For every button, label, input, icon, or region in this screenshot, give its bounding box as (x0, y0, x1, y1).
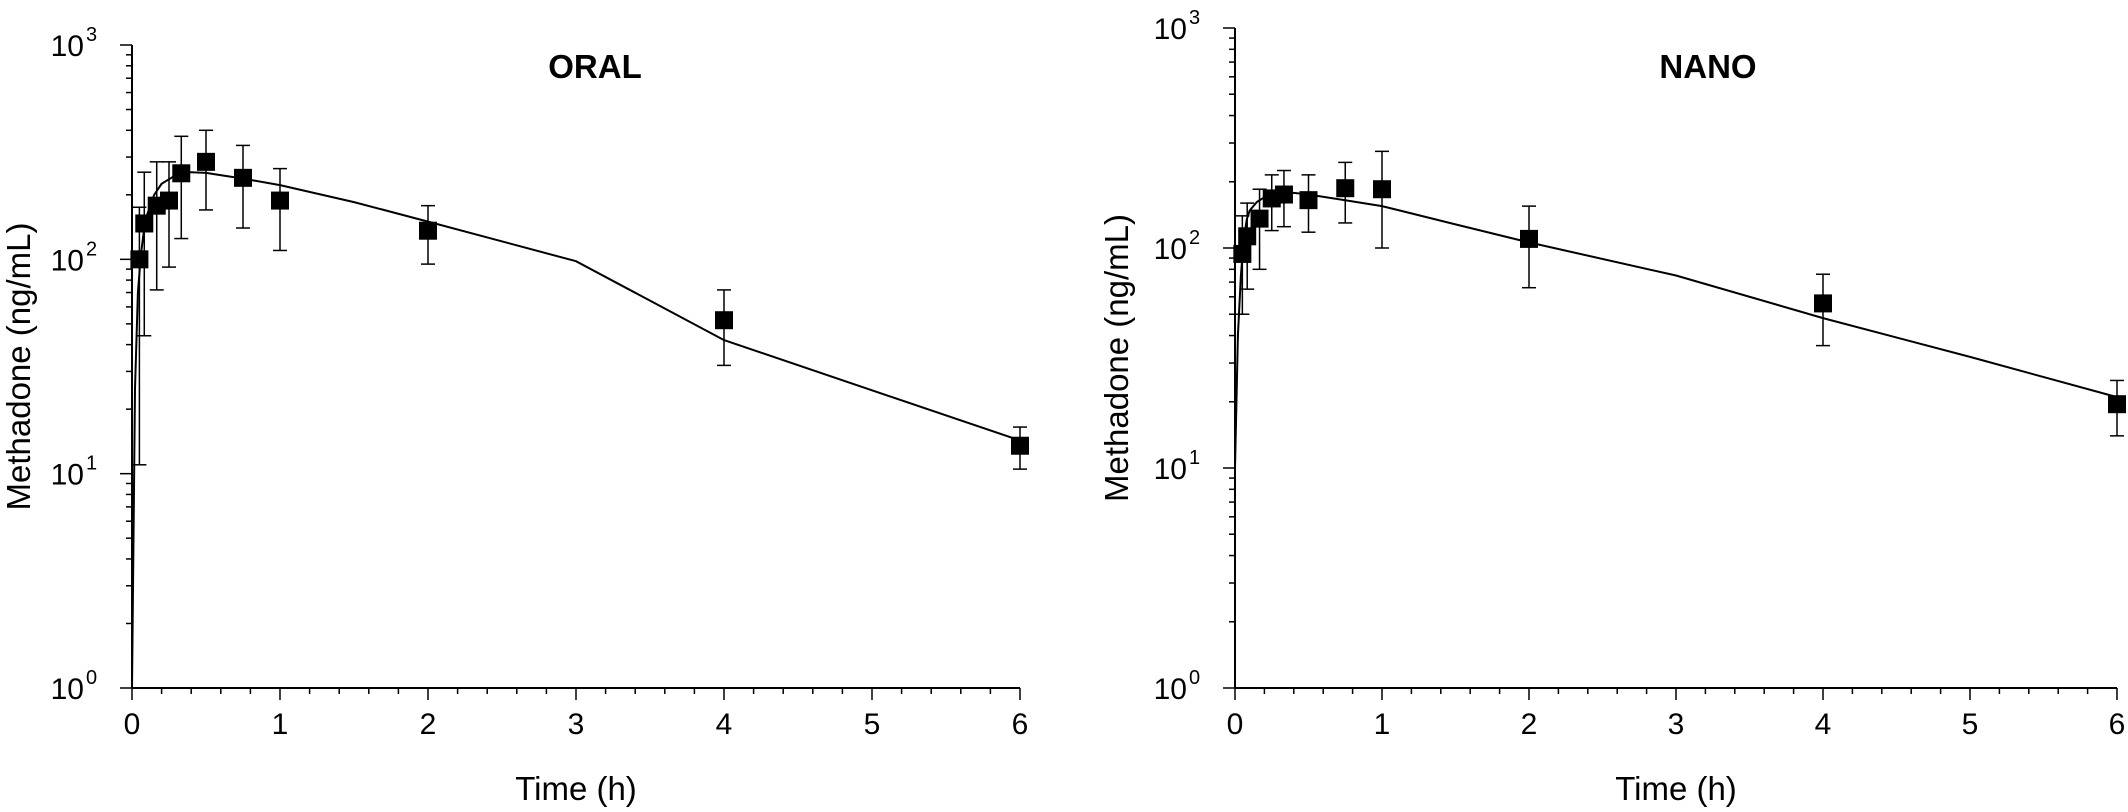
x-axis-title: Time (h) (515, 770, 637, 807)
y-axis-title: Methadone (ng/mL) (1098, 214, 1135, 502)
y-tick-label: 10 (51, 459, 84, 492)
y-tick-exponent: 2 (1189, 227, 1200, 249)
x-tick-label: 1 (1374, 708, 1391, 741)
data-point (1250, 209, 1269, 228)
y-tick-exponent: 0 (1189, 667, 1200, 689)
x-tick-label: 4 (716, 708, 733, 741)
x-tick-label: 1 (272, 708, 289, 741)
y-tick-label: 10 (1154, 453, 1187, 486)
data-point (197, 152, 215, 171)
fit-curve (131, 171, 1021, 689)
data-point (1233, 244, 1252, 263)
data-point (135, 214, 154, 233)
y-tick-label: 10 (51, 30, 84, 63)
x-tick-label: 4 (1815, 708, 1832, 741)
y-tick-exponent: 1 (86, 453, 97, 475)
data-point (715, 311, 733, 330)
data-point (1274, 185, 1293, 204)
data-point (160, 191, 178, 210)
y-tick-exponent: 3 (1189, 7, 1200, 29)
data-point (1520, 229, 1538, 248)
x-tick-label: 2 (420, 708, 437, 741)
x-tick-label: 5 (864, 708, 881, 741)
y-tick-exponent: 2 (86, 238, 97, 260)
x-tick-label: 0 (1227, 708, 1244, 741)
y-axis-title: Methadone (ng/mL) (0, 223, 37, 511)
x-tick-label: 0 (124, 708, 141, 741)
data-point (1238, 227, 1257, 246)
y-tick-exponent: 0 (86, 667, 97, 689)
y-tick-label: 10 (51, 244, 84, 277)
chart-title: ORAL (548, 48, 642, 85)
data-point (1299, 191, 1318, 210)
data-point (271, 191, 289, 210)
y-tick-exponent: 3 (86, 24, 97, 46)
data-point (1373, 180, 1391, 199)
x-axis-title: Time (h) (1615, 770, 1737, 807)
x-tick-label: 6 (1012, 708, 1029, 741)
data-point (1336, 179, 1355, 198)
y-tick-exponent: 1 (1189, 447, 1200, 469)
data-point (2108, 395, 2126, 414)
data-point (172, 164, 191, 183)
y-tick-label: 10 (1154, 673, 1187, 706)
x-tick-label: 3 (568, 708, 585, 741)
y-tick-label: 10 (1154, 13, 1187, 46)
x-tick-label: 5 (1962, 708, 1979, 741)
x-tick-label: 3 (1668, 708, 1685, 741)
x-tick-label: 2 (1521, 708, 1538, 741)
data-point (1814, 294, 1832, 313)
chart-title: NANO (1659, 48, 1756, 85)
fit-curve (1234, 191, 2118, 469)
data-point (234, 168, 252, 187)
x-tick-label: 6 (2109, 708, 2126, 741)
data-point (1011, 436, 1029, 455)
y-tick-label: 10 (51, 673, 84, 706)
data-point (130, 250, 149, 269)
y-tick-label: 10 (1154, 233, 1187, 266)
data-point (419, 221, 437, 240)
